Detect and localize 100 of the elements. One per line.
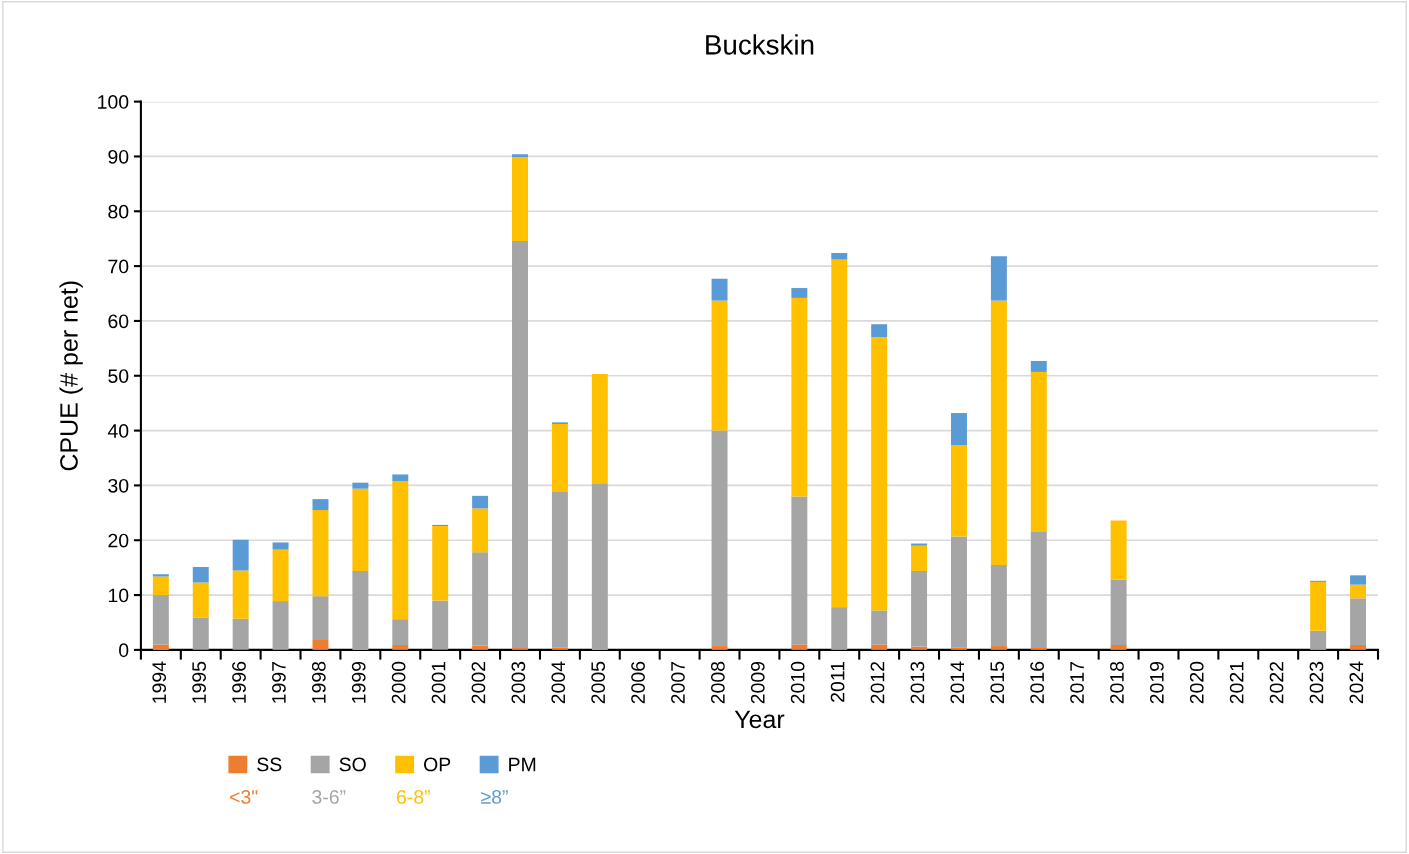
- bar: [591, 374, 608, 484]
- bar: [512, 240, 528, 648]
- x-tick-label: 1998: [311, 661, 326, 703]
- bar: [791, 288, 808, 298]
- x-tick-label: 2014: [950, 661, 965, 704]
- bar: [951, 536, 967, 648]
- bar: [152, 574, 169, 577]
- x-tick-label: 2015: [990, 661, 1005, 704]
- bar: [711, 430, 728, 647]
- bar: [1110, 644, 1127, 650]
- bar: [192, 567, 209, 583]
- bar: [1030, 360, 1047, 372]
- legend-label: OP: [424, 757, 451, 772]
- bar: [312, 640, 329, 650]
- y-tick-label: 80: [108, 204, 129, 219]
- x-tick-label: 1996: [232, 661, 246, 703]
- x-tick-label: 2004: [551, 661, 566, 704]
- chart-title: Buckskin: [706, 34, 814, 55]
- text: 3-6”: [312, 790, 346, 804]
- x-tick-label: 1999: [351, 661, 366, 703]
- bar: [871, 337, 888, 611]
- bar: [512, 154, 528, 157]
- bar: [192, 617, 209, 650]
- text: ≥8”: [481, 790, 508, 804]
- bar: [1350, 644, 1367, 650]
- x-tick-label: 2012: [870, 661, 885, 704]
- bar: [392, 481, 409, 620]
- bar: [472, 645, 489, 650]
- x-tick-label: 2023: [1309, 661, 1324, 704]
- bar: [232, 539, 249, 571]
- x-tick-label: 2007: [671, 661, 685, 704]
- bar: [911, 646, 928, 650]
- bar: [591, 483, 608, 650]
- x-tick-label: 2000: [391, 661, 406, 704]
- x-tick-label: 2024: [1349, 661, 1364, 704]
- bar: [272, 601, 289, 649]
- legend-label: SO: [339, 757, 366, 772]
- y-tick-label: 50: [108, 369, 129, 383]
- y-tick-label: 20: [108, 533, 129, 548]
- bar: [1310, 630, 1327, 650]
- bar: [472, 508, 489, 553]
- bar: [512, 157, 528, 241]
- bar: [1310, 581, 1327, 631]
- bar: [791, 496, 808, 645]
- bar: [911, 570, 928, 647]
- bar: [272, 542, 289, 550]
- bar: [831, 252, 848, 260]
- y-tick-label: 0: [119, 643, 129, 658]
- bar: [392, 644, 409, 650]
- y-tick-label: 70: [108, 259, 129, 274]
- bar: [312, 510, 329, 597]
- bar: [352, 488, 369, 571]
- x-tick-label: 2021: [1229, 661, 1244, 704]
- bar: [1110, 579, 1127, 645]
- bar: [152, 644, 169, 650]
- bar: [472, 495, 489, 509]
- bar: [312, 596, 329, 641]
- bar: [152, 595, 169, 645]
- y-tick-label: 100: [98, 95, 129, 109]
- y-tick-label: 40: [107, 424, 129, 438]
- text: 6-8”: [396, 790, 430, 804]
- bar: [831, 607, 848, 650]
- bar: [951, 647, 967, 650]
- y-tick-label: 10: [108, 588, 129, 603]
- bar: [911, 545, 928, 571]
- x-tick-label: 2013: [910, 661, 925, 704]
- text: <3": [230, 790, 258, 804]
- bar: [192, 582, 209, 618]
- bar: [871, 610, 888, 645]
- bar: [432, 525, 449, 601]
- bar: [232, 618, 249, 650]
- bar: [352, 570, 369, 650]
- x-tick-label: 1997: [272, 661, 286, 703]
- bar: [472, 552, 489, 646]
- x-tick-label: 2002: [471, 661, 486, 704]
- bar: [392, 474, 409, 482]
- y-tick-label: 60: [108, 314, 129, 329]
- legend-label: SS: [257, 757, 282, 772]
- x-tick-label: 1995: [192, 661, 206, 703]
- bar: [791, 297, 808, 497]
- bar: [551, 424, 568, 492]
- bar: [1030, 371, 1047, 533]
- x-tick-label: 2011: [830, 661, 845, 702]
- bar: [990, 646, 1007, 650]
- bar: [990, 564, 1007, 647]
- bar: [1030, 647, 1047, 650]
- bar: [831, 259, 848, 608]
- bar: [1350, 598, 1367, 645]
- x-tick-label: 2009: [750, 661, 765, 704]
- bar: [312, 499, 329, 511]
- bar: [551, 647, 568, 650]
- x-tick-label: 2008: [710, 661, 725, 704]
- y-axis-title: CPUE (# per net): [59, 281, 83, 471]
- x-tick-label: 2016: [1030, 661, 1045, 704]
- x-tick-label: 2020: [1189, 661, 1204, 704]
- bar: [551, 491, 568, 648]
- bar: [711, 300, 728, 431]
- bar: [871, 644, 888, 650]
- bar: [152, 576, 169, 596]
- bar: [791, 644, 808, 650]
